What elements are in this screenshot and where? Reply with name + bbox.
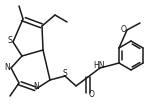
- Text: O: O: [88, 90, 94, 99]
- Text: HN: HN: [93, 61, 105, 70]
- Text: N: N: [5, 64, 10, 72]
- Text: N: N: [33, 82, 39, 91]
- Text: S: S: [63, 69, 67, 78]
- Text: O: O: [120, 25, 126, 34]
- Text: S: S: [7, 36, 12, 45]
